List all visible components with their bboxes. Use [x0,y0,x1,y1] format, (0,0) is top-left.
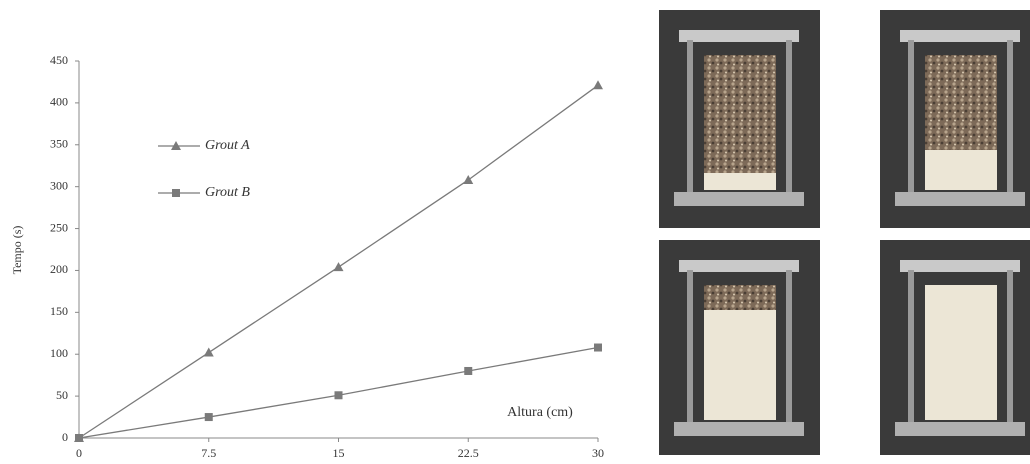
photo [880,10,1030,228]
marker [171,141,181,150]
legend-label: Grout B [205,185,250,200]
x-tick-label: 22.5 [458,446,479,459]
marker [333,262,344,272]
y-tick-label: 150 [50,304,68,318]
y-tick-label: 50 [56,388,68,402]
x-tick-label: 7.5 [201,446,216,459]
y-tick-label: 200 [50,262,68,276]
photo [880,240,1030,455]
photo [659,10,820,228]
series-line [78,84,599,439]
x-tick-label: 0 [76,446,82,459]
marker [75,434,83,442]
marker [593,80,603,90]
y-tick-label: 100 [50,346,68,360]
y-tick-label: 0 [62,430,68,444]
y-tick-label: 350 [50,137,68,151]
chart: Tempo (s) Altura (cm) 050100150200250300… [10,53,604,460]
y-tick-label: 400 [50,95,68,109]
marker [594,343,602,352]
marker [203,347,214,357]
y-axis-label: Tempo (s) [10,226,24,275]
marker [334,391,343,400]
y-tick-label: 450 [50,53,68,67]
marker [463,174,474,184]
y-tick-label: 300 [50,178,68,192]
x-tick-label: 15 [333,446,345,459]
marker [172,189,180,197]
legend-label: Grout A [205,138,250,153]
marker [464,366,473,375]
photo-grid [659,10,1030,455]
x-tick-label: 30 [592,446,604,459]
y-tick-label: 250 [50,220,68,234]
photo [659,240,820,455]
x-axis-label: Altura (cm) [507,405,573,420]
marker [204,413,213,422]
